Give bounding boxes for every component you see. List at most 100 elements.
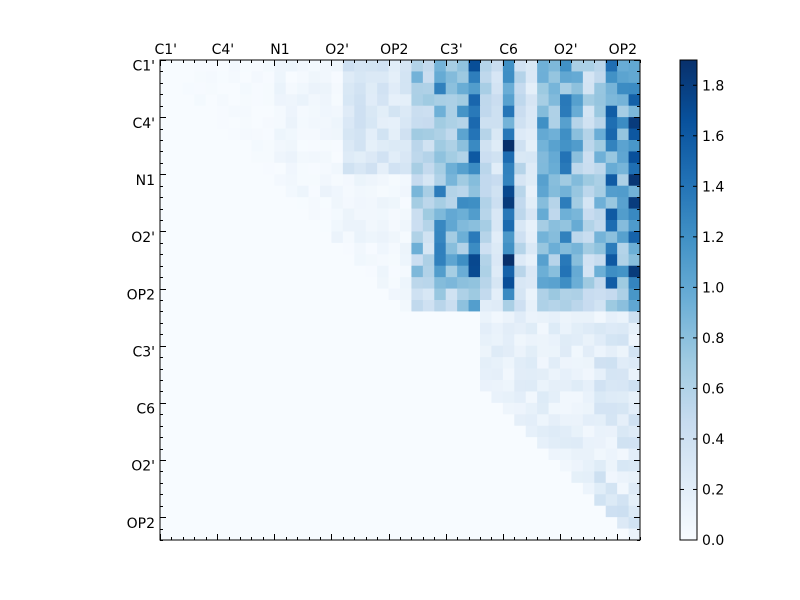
heatmap-cell xyxy=(342,105,355,118)
heatmap-cell xyxy=(217,197,229,209)
heatmap-cell xyxy=(365,322,378,335)
heatmap-cell xyxy=(594,94,607,107)
heatmap-cell xyxy=(320,517,332,529)
heatmap-cell xyxy=(480,151,492,164)
heatmap-cell xyxy=(160,117,172,129)
heatmap-cell xyxy=(262,425,275,438)
heatmap-cell xyxy=(582,505,595,518)
heatmap-cell xyxy=(274,311,287,324)
heatmap-cell xyxy=(320,105,332,118)
heatmap-cell xyxy=(582,151,595,164)
heatmap-cell xyxy=(468,482,481,495)
heatmap-cell xyxy=(411,82,424,95)
heatmap-cell xyxy=(297,345,309,358)
heatmap-cell xyxy=(354,425,367,438)
heatmap-cell xyxy=(525,460,538,472)
heatmap-cell xyxy=(582,368,595,381)
x-tick-label: C4' xyxy=(212,42,235,58)
heatmap-cell xyxy=(628,425,641,438)
heatmap-cell xyxy=(274,402,287,415)
heatmap-cell xyxy=(331,117,344,129)
heatmap-cell xyxy=(525,185,538,198)
heatmap-cell xyxy=(274,460,287,472)
heatmap-cell xyxy=(537,94,549,107)
heatmap-cell xyxy=(457,311,469,324)
heatmap-cell xyxy=(605,437,618,449)
heatmap-cell xyxy=(308,322,321,335)
heatmap-cell xyxy=(491,460,504,472)
heatmap-cell xyxy=(205,105,218,118)
heatmap-cell xyxy=(342,402,355,415)
heatmap-cell xyxy=(491,94,504,107)
heatmap-cell xyxy=(365,311,378,324)
heatmap-cell xyxy=(274,254,287,267)
heatmap-cell xyxy=(262,128,275,141)
colorbar xyxy=(679,59,698,541)
heatmap-cell xyxy=(240,300,252,312)
heatmap-cell xyxy=(617,242,629,255)
heatmap-cell xyxy=(582,277,595,289)
heatmap-cell xyxy=(205,402,218,415)
heatmap-cell xyxy=(628,197,641,209)
heatmap-cell xyxy=(480,265,492,278)
heatmap-cell xyxy=(571,482,584,495)
heatmap-cell xyxy=(594,151,607,164)
heatmap-cell xyxy=(525,380,538,392)
heatmap-cell xyxy=(628,288,641,301)
heatmap-cell xyxy=(342,197,355,209)
heatmap-cell xyxy=(194,208,207,221)
heatmap-cell xyxy=(365,471,378,484)
heatmap-cell xyxy=(262,471,275,484)
heatmap-cell xyxy=(502,197,515,209)
heatmap-cell xyxy=(628,402,641,415)
heatmap-cell xyxy=(525,105,538,118)
heatmap-cell xyxy=(434,357,447,369)
heatmap-cell xyxy=(171,380,184,392)
heatmap-cell xyxy=(182,448,195,461)
heatmap-cell xyxy=(171,277,184,289)
heatmap-cell xyxy=(377,60,389,72)
heatmap-cell xyxy=(468,220,481,232)
heatmap-cell xyxy=(468,300,481,312)
heatmap-cell xyxy=(274,220,287,232)
heatmap-cell xyxy=(377,402,389,415)
heatmap-cell xyxy=(480,311,492,324)
heatmap-cell xyxy=(240,425,252,438)
heatmap-cell xyxy=(342,151,355,164)
heatmap-cell xyxy=(457,517,469,529)
x-tick-label: N1 xyxy=(270,42,289,58)
heatmap-cell xyxy=(628,265,641,278)
heatmap-cell xyxy=(514,265,527,278)
heatmap-cell xyxy=(194,60,207,72)
heatmap-cell xyxy=(365,254,378,267)
heatmap-cell xyxy=(182,311,195,324)
heatmap-cell xyxy=(342,300,355,312)
heatmap-cell xyxy=(605,174,618,187)
heatmap-cell xyxy=(308,482,321,495)
heatmap-cell xyxy=(537,208,549,221)
heatmap-cell xyxy=(228,391,241,404)
heatmap-cell xyxy=(434,334,447,347)
heatmap-cell xyxy=(548,71,561,84)
heatmap-cell xyxy=(422,220,435,232)
heatmap-cell xyxy=(285,482,298,495)
heatmap-cell xyxy=(320,231,332,244)
heatmap-cell xyxy=(342,128,355,141)
heatmap-cell xyxy=(354,288,367,301)
heatmap-cell xyxy=(320,494,332,507)
heatmap-cell xyxy=(182,117,195,129)
heatmap-cell xyxy=(228,402,241,415)
heatmap-cell xyxy=(262,437,275,449)
heatmap-cell xyxy=(331,505,344,518)
heatmap-cell xyxy=(160,277,172,289)
heatmap-cell xyxy=(354,471,367,484)
heatmap-cell xyxy=(262,288,275,301)
heatmap-cell xyxy=(422,94,435,107)
heatmap-cell xyxy=(422,460,435,472)
heatmap-cell xyxy=(194,254,207,267)
heatmap-cell xyxy=(228,517,241,529)
heatmap-cell xyxy=(205,220,218,232)
heatmap-cell xyxy=(422,71,435,84)
heatmap-cell xyxy=(480,94,492,107)
heatmap-cell xyxy=(514,482,527,495)
